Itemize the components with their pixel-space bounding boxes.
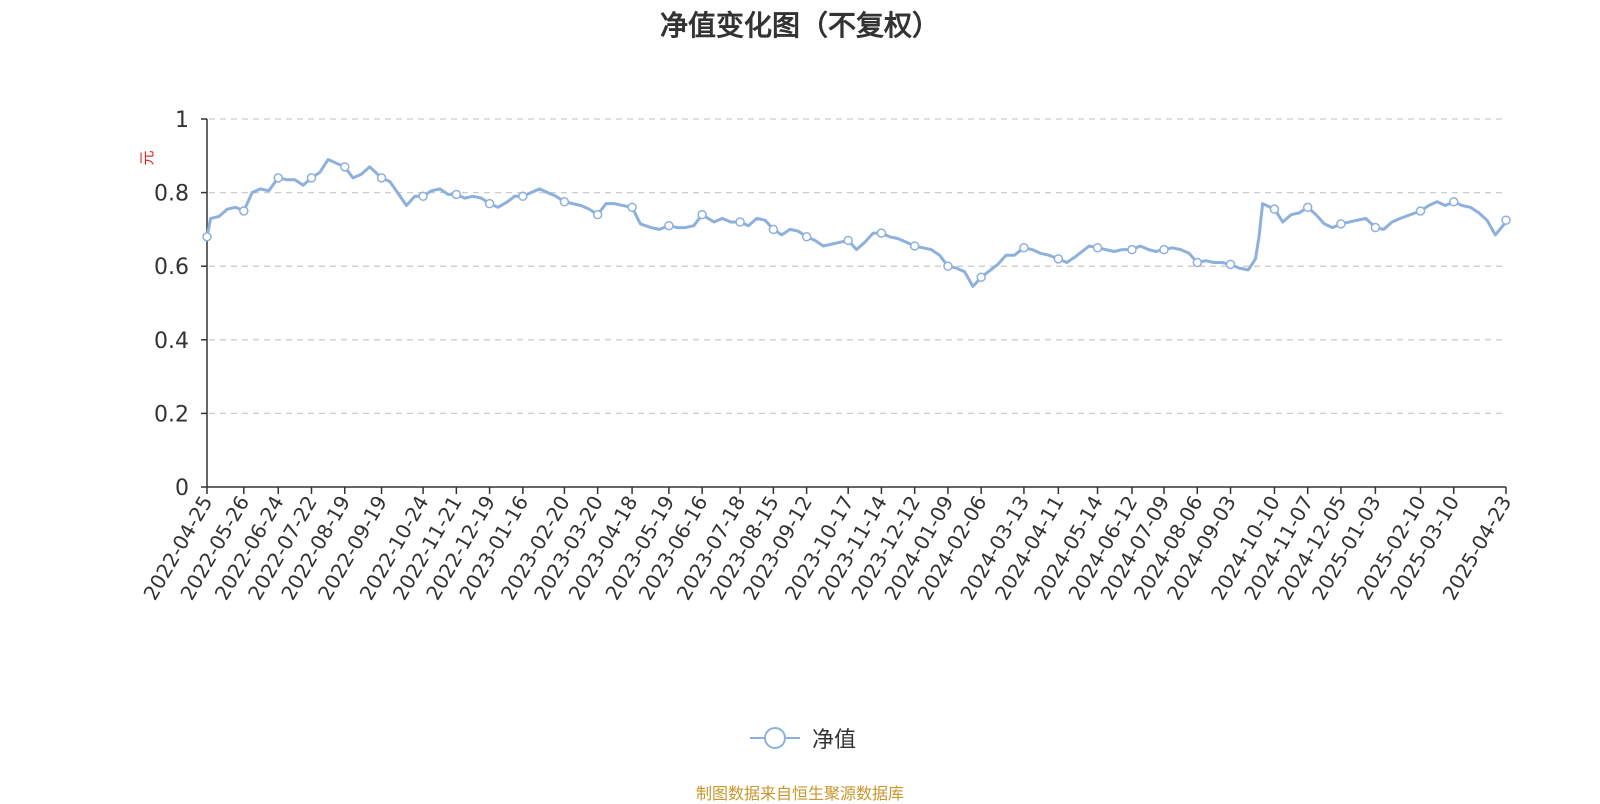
y-tick-labels: 0 0.2 0.4 0.6 0.8 1 xyxy=(154,108,189,501)
data-point xyxy=(1127,244,1137,255)
legend-label: 净值 xyxy=(812,728,857,753)
data-point xyxy=(664,220,674,231)
data-point xyxy=(1449,197,1459,207)
data-point xyxy=(484,198,495,209)
data-point xyxy=(801,232,812,242)
data-point xyxy=(843,235,853,246)
y-tick-label: 0.8 xyxy=(154,182,189,207)
y-tick-label: 0.4 xyxy=(154,329,189,354)
data-point xyxy=(627,202,637,213)
x-tick-labels: 2022-04-252022-05-262022-06-242022-07-22… xyxy=(138,492,1516,605)
data-point xyxy=(559,197,570,207)
series-net-value xyxy=(202,158,1511,288)
data-point xyxy=(1053,254,1064,264)
data-point xyxy=(239,206,249,216)
data-point xyxy=(1302,202,1313,213)
data-point xyxy=(306,173,317,183)
data-point xyxy=(376,173,387,183)
data-point xyxy=(909,241,920,251)
data-point xyxy=(735,217,745,227)
data-point xyxy=(768,224,779,235)
data-point xyxy=(1336,219,1346,229)
data-point xyxy=(1159,244,1169,255)
data-point xyxy=(1192,257,1203,268)
data-point xyxy=(339,162,350,172)
series-line xyxy=(205,158,1508,288)
data-point xyxy=(592,209,603,220)
data-point xyxy=(1415,206,1426,216)
data-point xyxy=(697,209,707,220)
data-point xyxy=(1370,222,1381,233)
y-tick-label: 0 xyxy=(175,476,189,501)
legend[interactable]: 净值 xyxy=(750,722,856,754)
y-axis-unit-label: 元 xyxy=(138,150,156,165)
data-point xyxy=(273,173,283,183)
data-point xyxy=(451,189,462,200)
data-point xyxy=(943,261,953,271)
data-point xyxy=(518,191,528,202)
data-point xyxy=(1092,243,1103,253)
data-point xyxy=(1269,204,1280,214)
y-tick-label: 0.6 xyxy=(154,255,189,280)
data-point xyxy=(1501,215,1511,225)
data-point xyxy=(976,272,986,282)
source-note: 制图数据来自恒生聚源数据库 xyxy=(695,784,904,803)
data-point xyxy=(418,191,428,202)
axes xyxy=(201,118,1507,494)
y-tick-label: 1 xyxy=(175,108,189,133)
data-point xyxy=(876,228,887,238)
chart-title: 净值变化图（不复权） xyxy=(659,9,940,42)
y-tick-label: 0.2 xyxy=(154,402,189,427)
grid-lines xyxy=(209,118,1506,415)
data-point xyxy=(202,232,212,242)
legend-marker-icon xyxy=(750,727,800,749)
data-point xyxy=(1019,243,1029,253)
data-point xyxy=(1225,259,1236,270)
